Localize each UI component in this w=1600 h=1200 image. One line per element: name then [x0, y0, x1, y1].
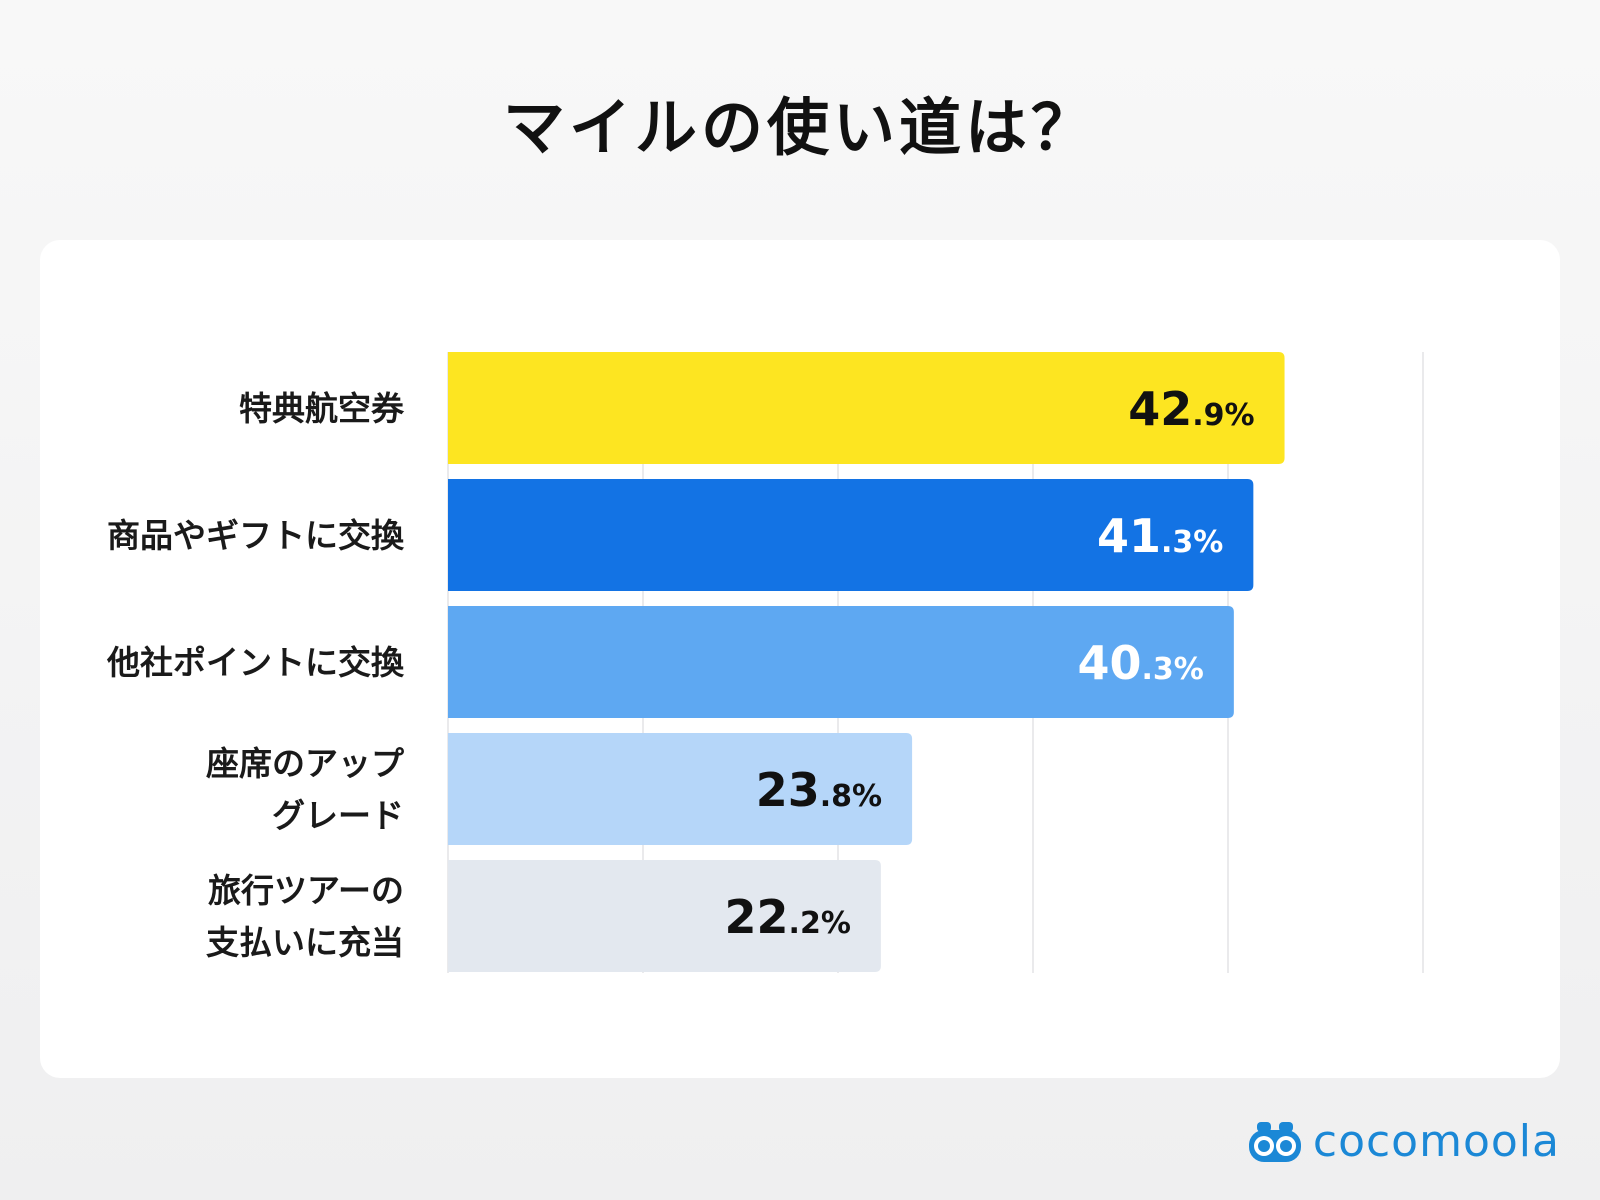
bar: [448, 733, 913, 845]
category-label-line: 支払いに充当: [206, 923, 404, 962]
category-label-line: グレード: [272, 796, 404, 835]
value-label: 22.2%: [725, 890, 851, 944]
category-label: 座席のアップグレード: [206, 744, 405, 835]
value-label: 23.8%: [756, 763, 882, 817]
value-labels: 42.9%41.3%40.3%23.8%22.2%: [725, 382, 1255, 944]
category-label-line: 商品やギフトに交換: [107, 516, 405, 555]
category-label-line: 座席のアップ: [206, 744, 405, 783]
category-label: 旅行ツアーの支払いに充当: [206, 871, 404, 962]
category-labels: 特典航空券商品やギフトに交換他社ポイントに交換座席のアップグレード旅行ツアーの支…: [106, 389, 405, 962]
category-label-line: 特典航空券: [239, 389, 405, 428]
binoculars-icon: [1248, 1122, 1301, 1162]
value-label-decimal: .8%: [820, 779, 882, 814]
bar: [448, 479, 1254, 591]
chart-title: マイルの使い道は？: [502, 91, 1097, 164]
bar: [448, 860, 881, 972]
value-label-integer: 40: [1077, 636, 1141, 690]
value-label-integer: 23: [756, 763, 820, 817]
brand-name: cocomoola: [1312, 1116, 1560, 1167]
value-label-integer: 42: [1128, 382, 1192, 436]
value-label-integer: 41: [1097, 509, 1161, 563]
bar: [448, 606, 1234, 718]
category-label-line: 他社ポイントに交換: [106, 643, 405, 682]
value-label-decimal: .3%: [1142, 652, 1204, 687]
value-label-decimal: .3%: [1161, 525, 1223, 560]
bars: [448, 352, 1285, 972]
value-label: 40.3%: [1077, 636, 1203, 690]
category-label: 商品やギフトに交換: [107, 516, 405, 555]
category-label: 他社ポイントに交換: [106, 643, 405, 682]
value-label: 42.9%: [1128, 382, 1254, 436]
bar: [448, 352, 1285, 464]
category-label: 特典航空券: [239, 389, 405, 428]
value-label-integer: 22: [725, 890, 789, 944]
category-label-line: 旅行ツアーの: [208, 871, 404, 910]
brand-logo: cocomoola: [1247, 1116, 1560, 1168]
value-label-decimal: .9%: [1192, 398, 1254, 433]
value-label-decimal: .2%: [789, 906, 851, 941]
value-label: 41.3%: [1097, 509, 1223, 563]
